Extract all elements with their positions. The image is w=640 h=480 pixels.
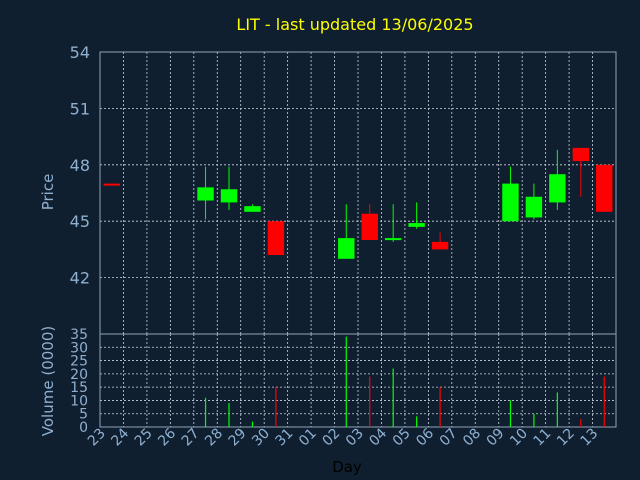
x-tick-label: 08 (460, 426, 484, 450)
volume-tick-label: 20 (70, 367, 88, 383)
x-tick-label: 06 (413, 425, 437, 449)
x-tick-label: 27 (179, 426, 203, 450)
x-tick-label: 03 (343, 426, 367, 450)
candle-body (549, 174, 566, 203)
x-tick-label: 09 (484, 426, 508, 450)
x-tick-label: 02 (319, 426, 343, 450)
price-tick-label: 45 (70, 212, 90, 231)
x-tick-label: 12 (554, 426, 578, 450)
x-tick-label: 01 (296, 426, 320, 450)
price-panel: 42 45 48 51 54 (70, 43, 617, 335)
price-tick-label: 51 (70, 99, 90, 118)
candle-body (244, 206, 261, 212)
x-tick-label: 07 (437, 426, 461, 450)
volume-axis-label: Volume (0000) (39, 326, 57, 436)
x-tick-label: 24 (108, 425, 132, 449)
x-tick-label: 10 (507, 426, 531, 450)
volume-tick-label: 10 (70, 393, 88, 409)
x-tick-label: 31 (273, 426, 297, 450)
candle-body (197, 187, 214, 201)
candle-body (596, 164, 613, 212)
x-tick-label: 04 (366, 425, 390, 449)
price-tick-label: 54 (70, 43, 90, 62)
candle-body (572, 147, 590, 162)
x-tick-labels: 23 24 25 26 27 28 29 30 31 01 02 03 04 05 06 07 08 09 10 11… (85, 425, 601, 449)
x-tick-label: 26 (155, 425, 179, 449)
x-tick-label: 28 (202, 426, 226, 450)
volume-tick-label: 15 (70, 380, 88, 396)
candle-body (103, 183, 120, 186)
x-tick-label: 05 (390, 426, 414, 450)
price-axis-label: Price (39, 174, 57, 211)
x-tick-label: 25 (132, 426, 156, 450)
candle-body (338, 238, 355, 259)
candle-body (361, 213, 378, 240)
candle-body (525, 196, 543, 218)
volume-tick-label: 0 (79, 420, 88, 436)
x-tick-label: 23 (85, 426, 109, 450)
candle-body (384, 238, 402, 241)
volume-tick-label: 5 (79, 407, 88, 423)
price-tick-label: 42 (70, 269, 90, 288)
chart-title: LIT - last updated 13/06/2025 (236, 15, 473, 34)
candle-body (408, 223, 425, 227)
volume-tick-label: 25 (70, 354, 88, 370)
price-tick-label: 48 (70, 156, 90, 175)
x-tick-label: 30 (249, 426, 273, 450)
candle-body (502, 183, 519, 222)
x-tick-label: 13 (577, 426, 601, 450)
candle-body (220, 189, 238, 203)
volume-tick-label: 35 (70, 327, 88, 343)
candle-body (431, 241, 449, 250)
volume-plot-frame (99, 333, 617, 428)
x-axis-label: Day (332, 458, 362, 476)
candle-body (267, 221, 285, 256)
x-tick-label: 11 (531, 426, 555, 450)
x-tick-label: 29 (226, 426, 250, 450)
volume-tick-label: 30 (70, 340, 88, 356)
